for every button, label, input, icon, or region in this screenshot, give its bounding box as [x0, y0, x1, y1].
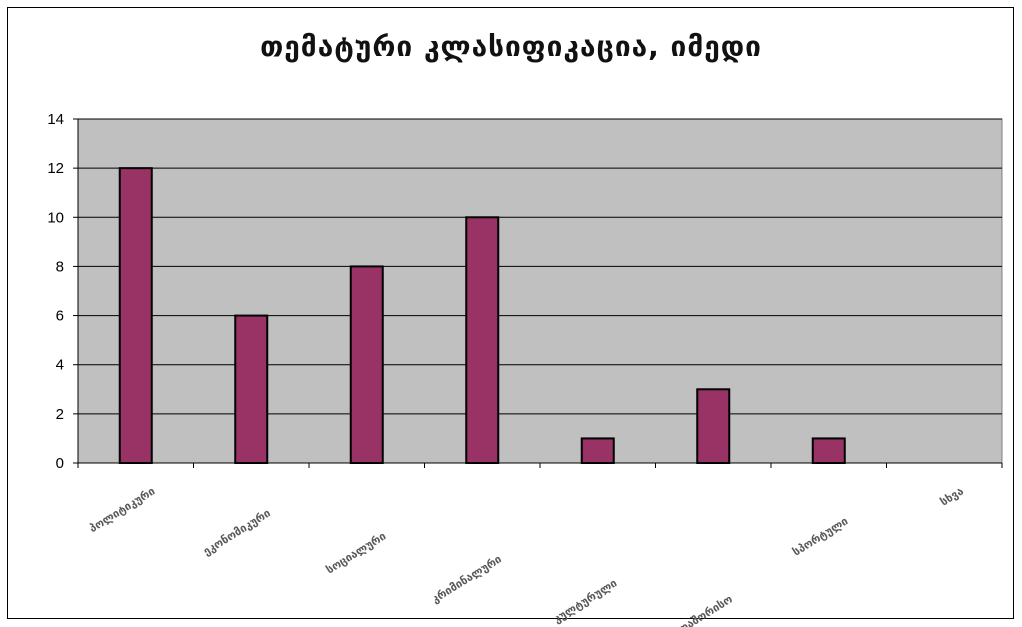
- bar: [465, 216, 500, 464]
- bar: [696, 388, 731, 464]
- gridlines: [78, 118, 1002, 415]
- bar: [118, 167, 153, 464]
- bar: [234, 314, 269, 465]
- x-tick-labels: პოლიტიკური ეკონომიკური სოციალური კრიმინალურ…: [87, 485, 966, 627]
- x-tick-label: პოლიტიკური: [87, 485, 157, 536]
- y-tick-label: 14: [47, 111, 64, 128]
- y-tick-label: 2: [56, 406, 64, 423]
- x-tick-label: სხვა: [938, 485, 966, 509]
- bar: [580, 437, 615, 464]
- x-tick-label: კრიმინალური: [429, 553, 504, 606]
- x-tick-label: საერთაშორისო: [653, 593, 735, 627]
- y-tick-label: 6: [56, 308, 64, 325]
- x-tick-label: სპორტული: [790, 515, 850, 559]
- y-tick-label: 0: [56, 455, 64, 472]
- y-tick-label: 4: [56, 357, 64, 374]
- y-tick-labels: 0 2 4 6 8 10 12 14: [47, 111, 78, 472]
- x-tick-label: კულტურული: [551, 577, 619, 626]
- y-tick-label: 12: [47, 160, 64, 177]
- y-tick-label: 10: [47, 209, 64, 226]
- bar: [811, 437, 846, 464]
- x-tick-label: სოციალური: [324, 530, 388, 577]
- chart-title: თემატური კლასიფიკაცია, იმედი: [260, 30, 762, 63]
- bar: [349, 265, 384, 464]
- axes: [77, 119, 1003, 468]
- x-tick-label: ეკონომიკური: [201, 507, 273, 559]
- y-tick-label: 8: [56, 258, 64, 275]
- plot-area: [77, 118, 1003, 464]
